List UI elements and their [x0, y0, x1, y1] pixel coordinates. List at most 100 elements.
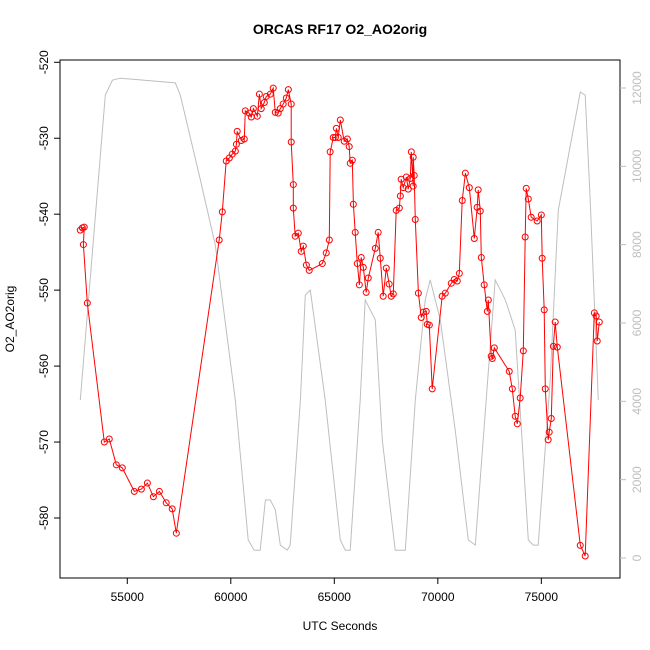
- data-point: [419, 308, 427, 316]
- data-point: [80, 223, 88, 231]
- data-point: [544, 436, 552, 444]
- data-point: [488, 354, 496, 362]
- data-point: [382, 264, 390, 272]
- data-point: [422, 307, 430, 315]
- x-tick-label: 70000: [421, 590, 455, 604]
- data-point: [374, 228, 382, 236]
- data-point: [477, 253, 485, 261]
- data-point: [232, 140, 240, 148]
- y2-tick-label: 6000: [630, 309, 644, 336]
- data-point: [425, 321, 433, 329]
- data-point: [470, 234, 478, 242]
- data-point: [345, 143, 353, 151]
- data-point: [83, 299, 91, 307]
- y2-tick-label: 4000: [630, 388, 644, 415]
- data-point: [162, 499, 170, 507]
- plot-frame: [59, 59, 621, 579]
- data-point: [269, 84, 277, 92]
- data-point: [359, 263, 367, 271]
- data-point: [387, 292, 395, 300]
- data-point: [287, 100, 295, 108]
- data-point: [289, 181, 297, 189]
- data-point: [253, 112, 261, 120]
- data-point: [130, 487, 138, 495]
- data-point: [336, 116, 344, 124]
- data-point: [274, 109, 282, 117]
- data-point: [399, 184, 407, 192]
- x-tick-label: 60000: [214, 590, 248, 604]
- data-point: [249, 105, 257, 113]
- data-point: [513, 420, 521, 428]
- data-point: [284, 86, 292, 94]
- data-point: [287, 138, 295, 146]
- data-point: [592, 312, 600, 320]
- data-point: [428, 385, 436, 393]
- data-point: [511, 412, 519, 420]
- data-point: [533, 217, 541, 225]
- data-point: [395, 204, 403, 212]
- data-point: [257, 105, 265, 113]
- data-point: [240, 135, 248, 143]
- data-point: [79, 241, 87, 249]
- data-point: [541, 385, 549, 393]
- data-point: [260, 99, 268, 107]
- data-point: [105, 435, 113, 443]
- data-point: [490, 344, 498, 352]
- data-point: [118, 464, 126, 472]
- y2-tick-label: 10000: [630, 149, 644, 183]
- data-point: [483, 307, 491, 315]
- data-point: [593, 337, 601, 345]
- data-point: [322, 249, 330, 257]
- data-point: [371, 244, 379, 252]
- data-point: [465, 184, 473, 192]
- x-tick-label: 75000: [525, 590, 559, 604]
- data-point: [540, 306, 548, 314]
- y-tick-label: -520: [37, 50, 51, 74]
- data-point: [538, 254, 546, 262]
- data-point: [218, 208, 226, 216]
- y2-tick-label: 12000: [630, 71, 644, 105]
- data-point: [455, 269, 463, 277]
- data-point: [282, 94, 290, 102]
- data-point: [294, 229, 302, 237]
- data-point: [241, 107, 249, 115]
- data-point: [305, 266, 313, 274]
- y-tick-label: -550: [37, 278, 51, 302]
- data-point: [508, 385, 516, 393]
- data-point: [379, 292, 387, 300]
- data-point: [402, 173, 410, 181]
- data-point: [215, 236, 223, 244]
- data-point: [522, 184, 530, 192]
- x-tick-label: 55000: [111, 590, 145, 604]
- data-point: [348, 156, 356, 164]
- data-point: [480, 281, 488, 289]
- data-point: [357, 253, 365, 261]
- data-point: [389, 290, 397, 298]
- data-point: [362, 288, 370, 296]
- data-point: [112, 461, 120, 469]
- data-point: [476, 207, 484, 215]
- data-point: [353, 260, 361, 268]
- data-point: [255, 90, 263, 98]
- data-point: [576, 541, 584, 549]
- data-point: [549, 342, 557, 350]
- data-point: [404, 185, 412, 193]
- data-point: [441, 289, 449, 297]
- x-axis-label: UTC Seconds: [303, 619, 378, 633]
- data-point: [325, 236, 333, 244]
- data-point: [302, 261, 310, 269]
- data-point: [553, 343, 561, 351]
- data-point: [410, 171, 418, 179]
- data-point: [411, 216, 419, 224]
- data-point: [385, 280, 393, 288]
- data-point: [519, 347, 527, 355]
- data-point: [326, 148, 334, 156]
- data-point: [355, 281, 363, 289]
- x-tick-label: 65000: [318, 590, 352, 604]
- data-point: [299, 242, 307, 250]
- data-point: [349, 200, 357, 208]
- data-point: [332, 124, 340, 132]
- data-point: [351, 228, 359, 236]
- data-point: [376, 254, 384, 262]
